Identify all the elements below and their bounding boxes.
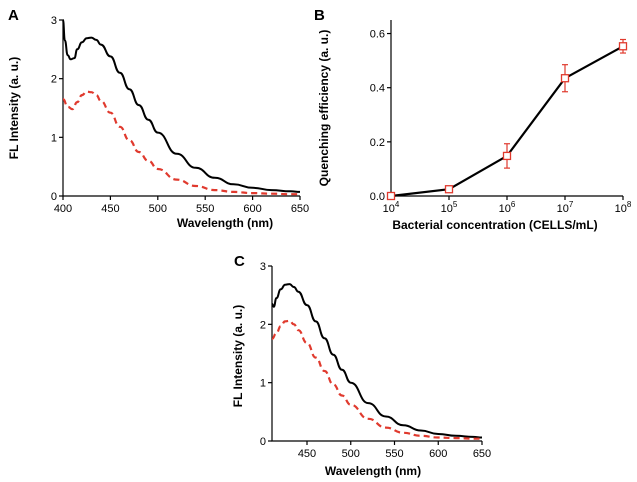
panel-a-axes [62,20,300,197]
panel-c-xtick-label: 650 [473,448,491,460]
panel-c-ytick-label: 1 [260,378,266,390]
panel-c-ytick-label: 3 [260,261,266,273]
panel-c-ytick-label: 0 [260,436,266,448]
panel-b-data-point [618,42,628,51]
panel-b-series-line [390,45,624,198]
panel-c-xlabel: Wavelength (nm) [325,464,421,478]
panel-c-xtick-label: 600 [429,448,447,460]
panel-a-xtick-label: 400 [54,203,72,215]
panel-a-xlabel: Wavelength (nm) [177,216,273,230]
panel-b-xtick-label: 106 [499,200,516,215]
panel-a-ytick-label: 2 [51,74,57,86]
panel-c-xtick-label: 550 [385,448,403,460]
panel-a-ytick-label: 3 [51,15,57,27]
panel-a-xtick-label: 450 [101,203,119,215]
panel-label-c: C [234,253,245,270]
panel-b-data-point [502,151,512,161]
panel-c-series-solid [271,283,483,439]
panel-b-ylabel: Quenching efficiency (a. u.) [317,30,331,187]
panel-a-xtick-label: 600 [243,203,261,215]
panel-b-ytick-label: 0.6 [370,29,385,41]
panel-a-ytick-label: 1 [51,132,57,144]
panel-label-a: A [8,7,19,24]
panel-a-ytick-label: 0 [51,191,57,203]
panel-b-xtick-label: 105 [441,200,458,215]
panel-a-xtick-label: 500 [149,203,167,215]
panel-b-xlabel: Bacterial concentration (CELLS/mL) [392,218,597,232]
panel-a-ylabel: FL Intensity (a. u.) [7,57,21,159]
panel-b-data-point [386,191,396,201]
panel-a-xtick-label: 550 [196,203,214,215]
panel-a-series-solid [62,19,301,193]
panel-b-xtick-label: 108 [615,200,632,215]
panel-c-ylabel: FL Intensity (a. u.) [231,305,245,407]
panel-b-axes [390,20,623,197]
panel-b-ytick-label: 0.0 [370,191,385,203]
panel-c-ytick-label: 2 [260,319,266,331]
panel-c-xtick-label: 450 [298,448,316,460]
panel-b-ytick-label: 0.2 [370,137,385,149]
panel-b-data-point [560,74,570,83]
panel-a-series-dashed [62,90,300,196]
panel-b-xtick-label: 107 [557,200,574,215]
panel-b-data-point [444,185,454,194]
panel-c-axes [271,266,482,442]
panel-a-xtick-label: 650 [291,203,309,215]
panel-label-b: B [314,7,325,24]
panel-b-xtick-label: 104 [383,200,400,215]
panel-c-series-dashed [271,319,482,440]
panel-c-xtick-label: 500 [342,448,360,460]
panel-b-ytick-label: 0.4 [370,83,385,95]
